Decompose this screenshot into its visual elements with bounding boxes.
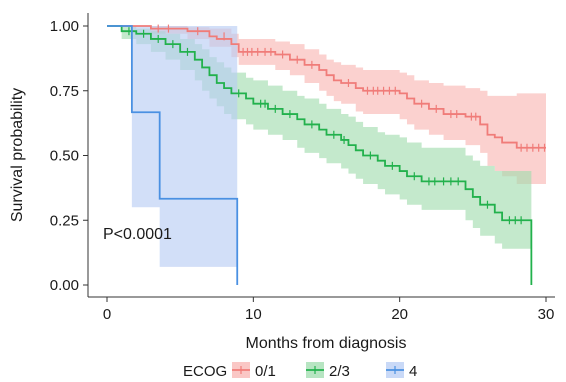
legend-item-4: 4 [386, 362, 417, 380]
x-tick-label: 10 [245, 306, 262, 323]
y-tick-label: 0.50 [50, 148, 79, 165]
legend-label-0-1: 0/1 [255, 363, 276, 380]
y-tick-label: 0.25 [50, 212, 79, 229]
legend-label-4: 4 [409, 363, 417, 380]
ci-band-0-1 [107, 26, 546, 184]
x-tick-label: 0 [103, 306, 111, 323]
legend-label-2-3: 2/3 [329, 363, 350, 380]
km-line-4 [107, 25, 239, 285]
y-tick-label: 0.75 [50, 83, 79, 100]
censor-marks [128, 24, 546, 225]
y-ticks: 0.00 0.25 0.50 0.75 1.00 [50, 18, 88, 294]
x-tick-label: 20 [391, 306, 408, 323]
x-ticks: 0 10 20 30 [103, 297, 555, 323]
legend-item-0-1: 0/1 [232, 362, 276, 380]
y-tick-label: 0.00 [50, 277, 79, 294]
axes: 0.00 0.25 0.50 0.75 1.00 0 10 20 30 [50, 13, 555, 323]
legend: ECOG 0/1 2/3 4 [183, 362, 417, 380]
confidence-bands [107, 26, 546, 267]
x-tick-label: 30 [538, 306, 555, 323]
x-axis-title: Months from diagnosis [246, 335, 407, 352]
y-tick-label: 1.00 [50, 18, 79, 35]
legend-item-2-3: 2/3 [306, 362, 350, 380]
y-axis-title: Survival probability [9, 88, 26, 222]
legend-title: ECOG [183, 363, 227, 380]
ci-band-4 [107, 26, 238, 267]
p-value-annotation: P<0.0001 [103, 226, 172, 243]
